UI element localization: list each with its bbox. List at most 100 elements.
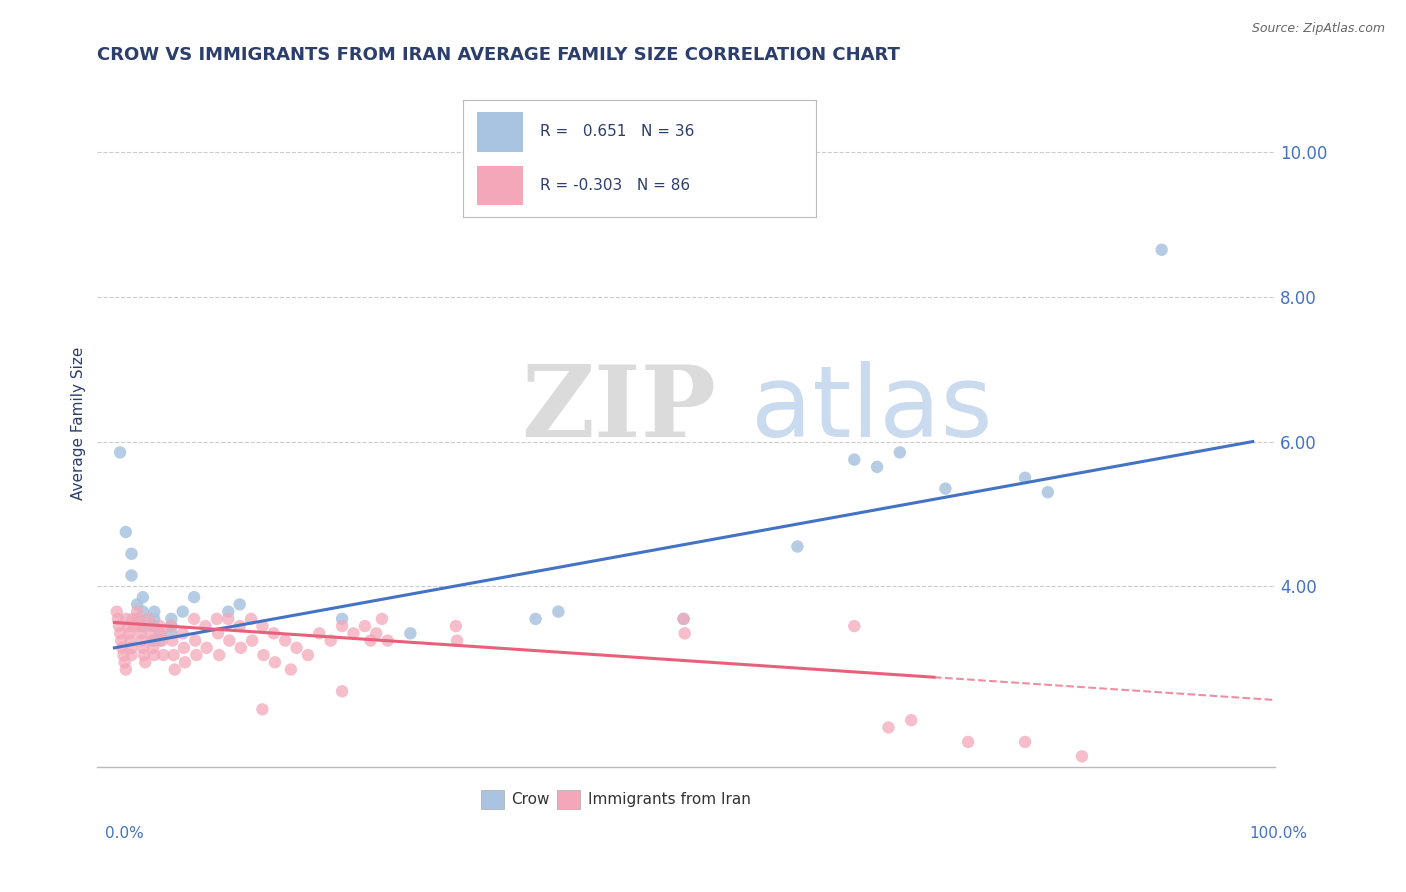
Point: [207, 626, 229, 640]
Point: [132, 640, 155, 655]
Point: [127, 605, 149, 619]
Point: [174, 655, 197, 669]
Point: [120, 633, 142, 648]
Point: [122, 619, 145, 633]
Point: [127, 612, 149, 626]
Point: [217, 612, 239, 626]
Point: [786, 540, 808, 554]
Point: [308, 626, 330, 640]
Point: [141, 633, 163, 648]
Point: [139, 626, 162, 640]
Point: [117, 619, 139, 633]
Point: [149, 633, 172, 648]
Point: [127, 612, 149, 626]
Point: [129, 626, 152, 640]
Point: [183, 612, 205, 626]
Text: 0.0%: 0.0%: [105, 827, 145, 841]
Point: [1036, 485, 1059, 500]
Point: [143, 619, 166, 633]
Point: [183, 590, 205, 604]
Point: [252, 619, 274, 633]
Point: [264, 655, 287, 669]
Point: [149, 626, 172, 640]
Point: [186, 648, 208, 662]
Point: [152, 648, 174, 662]
Point: [150, 626, 173, 640]
Point: [138, 612, 160, 626]
Point: [143, 648, 166, 662]
Point: [121, 640, 143, 655]
Point: [138, 619, 160, 633]
Point: [143, 612, 166, 626]
Point: [132, 648, 155, 662]
Point: [1014, 471, 1036, 485]
Point: [108, 619, 131, 633]
Point: [228, 598, 250, 612]
Point: [121, 648, 143, 662]
Point: [160, 626, 183, 640]
Point: [252, 648, 274, 662]
Point: [229, 640, 252, 655]
Text: 100.0%: 100.0%: [1250, 827, 1308, 841]
Y-axis label: Average Family Size: Average Family Size: [72, 347, 86, 500]
Point: [274, 633, 297, 648]
Point: [330, 619, 353, 633]
Point: [342, 626, 364, 640]
Point: [444, 619, 467, 633]
Point: [934, 482, 956, 496]
Point: [114, 655, 136, 669]
Point: [150, 633, 173, 648]
Point: [149, 619, 172, 633]
Point: [134, 655, 156, 669]
Point: [900, 713, 922, 727]
Point: [132, 619, 155, 633]
Point: [240, 633, 263, 648]
Point: [280, 663, 302, 677]
Point: [319, 633, 342, 648]
Point: [1150, 243, 1173, 257]
Point: [957, 735, 980, 749]
Point: [143, 605, 166, 619]
Point: [205, 612, 228, 626]
Point: [142, 640, 165, 655]
Point: [160, 619, 183, 633]
Point: [330, 612, 353, 626]
Point: [353, 619, 375, 633]
Point: [446, 633, 468, 648]
Point: [118, 626, 141, 640]
Point: [399, 626, 422, 640]
Point: [111, 640, 134, 655]
Point: [228, 619, 250, 633]
Point: [866, 459, 889, 474]
Point: [547, 605, 569, 619]
Point: [240, 612, 263, 626]
Point: [672, 612, 695, 626]
Point: [114, 663, 136, 677]
Point: [360, 633, 382, 648]
Point: [173, 640, 195, 655]
Point: [877, 721, 900, 735]
Point: [162, 648, 184, 662]
Point: [377, 633, 399, 648]
Point: [889, 445, 911, 459]
Point: [110, 633, 132, 648]
Point: [138, 612, 160, 626]
Point: [673, 626, 696, 640]
Point: [131, 633, 153, 648]
Point: [252, 702, 274, 716]
Point: [195, 640, 218, 655]
Point: [114, 612, 136, 626]
Point: [108, 626, 131, 640]
Point: [163, 663, 186, 677]
Point: [263, 626, 285, 640]
Point: [143, 633, 166, 648]
Text: Source: ZipAtlas.com: Source: ZipAtlas.com: [1251, 22, 1385, 36]
Point: [105, 605, 128, 619]
Point: [160, 619, 183, 633]
Point: [132, 590, 155, 604]
Point: [112, 648, 135, 662]
Text: ZIP: ZIP: [522, 361, 717, 458]
Point: [121, 568, 143, 582]
Text: CROW VS IMMIGRANTS FROM IRAN AVERAGE FAMILY SIZE CORRELATION CHART: CROW VS IMMIGRANTS FROM IRAN AVERAGE FAM…: [97, 46, 900, 64]
Point: [162, 633, 184, 648]
